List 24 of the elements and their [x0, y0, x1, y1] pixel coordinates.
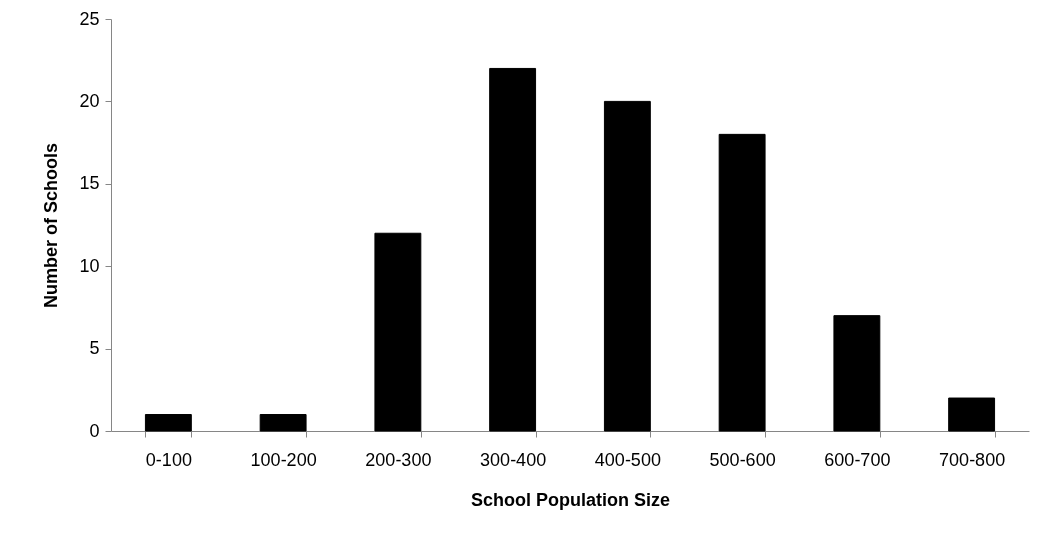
bar — [374, 232, 422, 432]
bar — [948, 397, 996, 432]
bar — [259, 414, 307, 432]
x-tick-label: 400-500 — [594, 449, 661, 470]
bar — [144, 414, 192, 432]
bar — [603, 100, 651, 432]
x-tick-label: 600-700 — [824, 449, 891, 470]
y-axis-title: Number of Schools — [41, 142, 62, 309]
y-tick-label: 25 — [79, 8, 100, 29]
y-tick-label: 10 — [79, 255, 100, 276]
y-tick-label: 5 — [89, 338, 100, 359]
y-tick-label: 15 — [79, 173, 100, 194]
x-tick-label: 500-600 — [709, 449, 776, 470]
y-tick-label: 0 — [89, 420, 100, 441]
x-axis-title: School Population Size — [470, 489, 671, 510]
x-tick-label: 700-800 — [939, 449, 1006, 470]
x-tick-label: 0-100 — [145, 449, 192, 470]
x-tick-label: 300-400 — [480, 449, 547, 470]
bar — [833, 315, 881, 432]
x-tick-label: 100-200 — [250, 449, 317, 470]
bar — [718, 133, 766, 432]
y-tick-label: 20 — [79, 90, 100, 111]
bar — [489, 67, 537, 432]
x-tick-label: 200-300 — [365, 449, 432, 470]
